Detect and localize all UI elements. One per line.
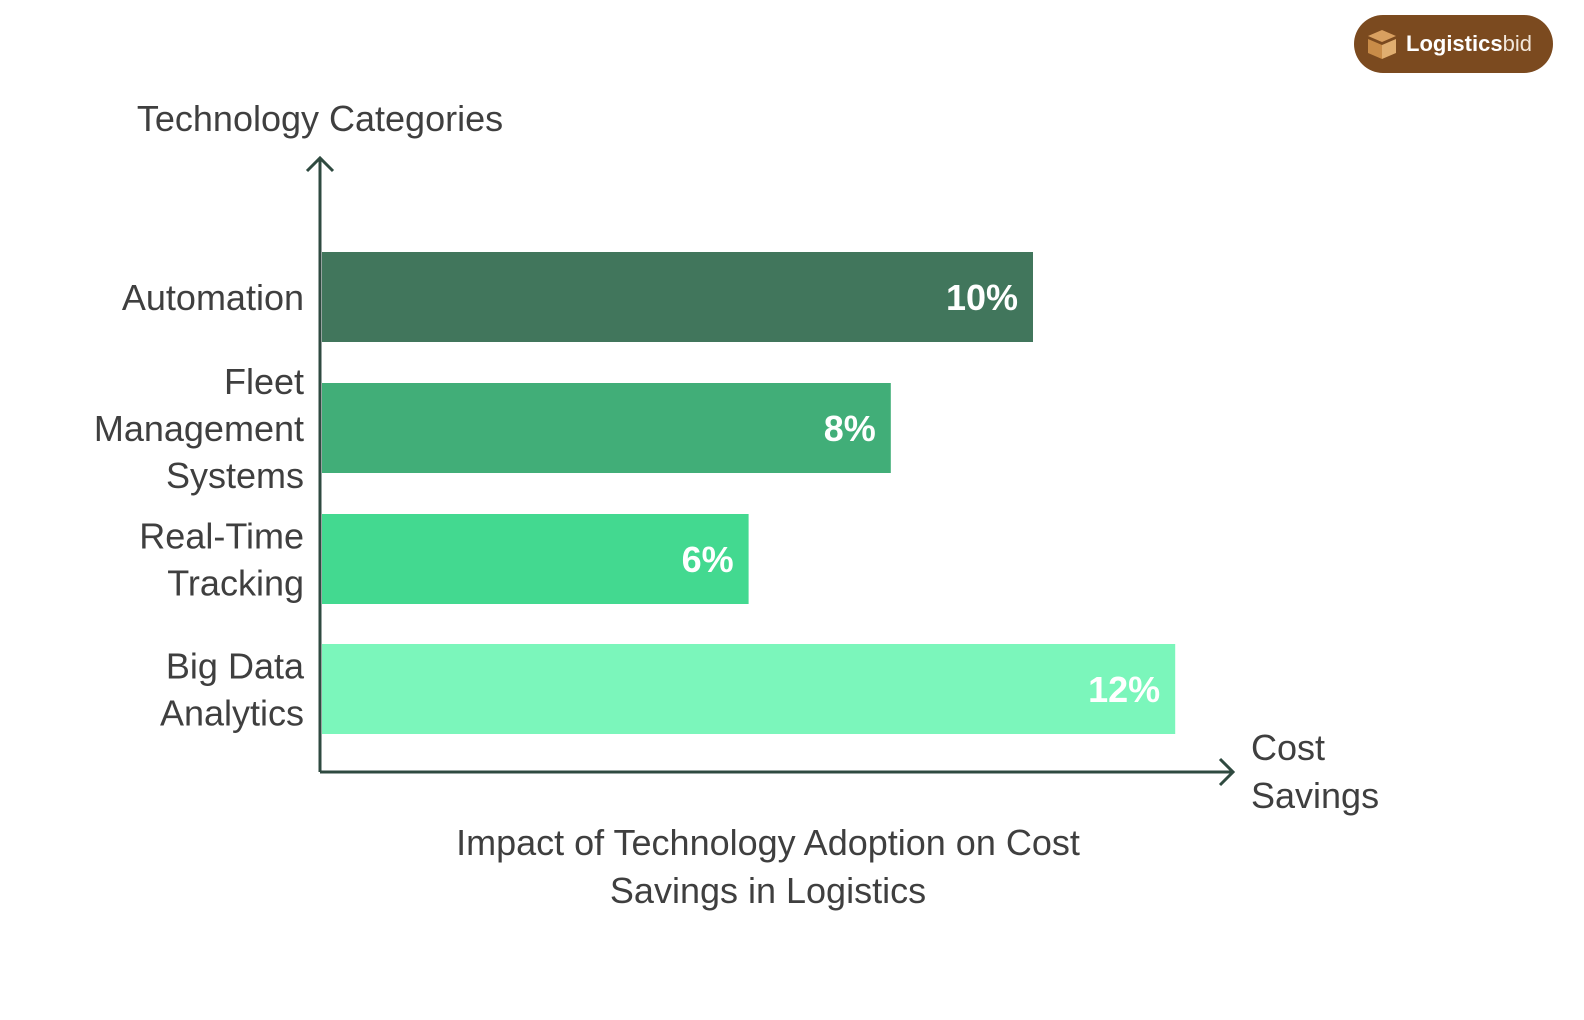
data-label: 6%: [682, 539, 734, 580]
box-icon: [1368, 30, 1396, 59]
data-label: 8%: [824, 408, 876, 449]
data-label: 10%: [946, 277, 1018, 318]
category-label: Fleet Management Systems: [94, 361, 304, 496]
data-label: 12%: [1088, 669, 1160, 710]
bar-3: [322, 644, 1176, 734]
category-label: Automation: [122, 277, 304, 318]
x-axis-arrow: [1218, 757, 1236, 787]
bar-2: [322, 514, 749, 604]
bar-0: [322, 252, 1033, 342]
y-axis-label: Technology Categories: [137, 98, 503, 139]
category-label: Real-Time Tracking: [139, 516, 304, 604]
x-axis-label-line1: Cost: [1251, 727, 1325, 768]
logisticsbid-logo: Logisticsbid: [1354, 15, 1553, 73]
logo-text: Logisticsbid: [1406, 31, 1532, 56]
y-axis-arrow: [305, 155, 335, 173]
bar-1: [322, 383, 891, 473]
chart-title-line1: Impact of Technology Adoption on Cost: [456, 822, 1080, 863]
chart-title-line2: Savings in Logistics: [610, 870, 926, 911]
x-axis-label-line2: Savings: [1251, 775, 1379, 816]
category-label: Big Data Analytics: [160, 646, 305, 734]
